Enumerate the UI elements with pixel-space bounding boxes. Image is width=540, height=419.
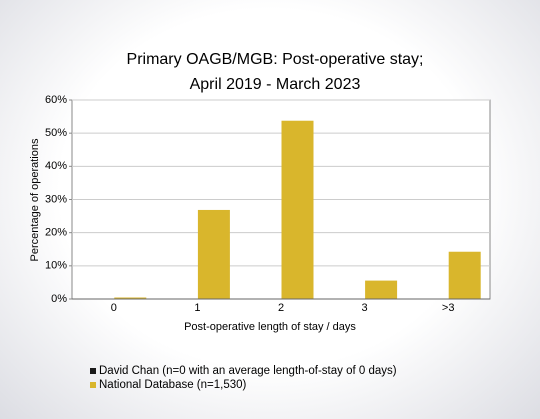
y-tick-label: 0% — [51, 293, 67, 305]
y-tick-label: 60% — [45, 94, 67, 106]
x-tick-label: 3 — [362, 302, 368, 314]
legend-swatch — [90, 368, 96, 374]
y-tick-label: 40% — [45, 160, 67, 172]
y-tick-label: 50% — [45, 127, 67, 139]
chart-subtitle: April 2019 - March 2023 — [190, 76, 361, 93]
legend-label: David Chan (n=0 with an average length-o… — [99, 365, 397, 377]
y-axis-label: Percentage of operations — [29, 138, 41, 261]
chart-title: Primary OAGB/MGB: Post-operative stay; — [127, 51, 424, 68]
legend-swatch — [90, 382, 96, 388]
y-tick-label: 10% — [45, 260, 67, 272]
x-tick-label: >3 — [442, 302, 455, 314]
y-tick-label: 30% — [45, 193, 67, 205]
bar — [281, 120, 314, 300]
x-axis-label: Post-operative length of stay / days — [184, 321, 356, 333]
bar — [365, 280, 398, 300]
x-tick-label: 2 — [278, 302, 284, 314]
y-tick-label: 20% — [45, 227, 67, 239]
x-tick-label: 1 — [194, 302, 200, 314]
bar — [448, 251, 481, 300]
x-tick-label: 0 — [111, 302, 117, 314]
bar — [197, 209, 230, 300]
legend-label: National Database (n=1,530) — [99, 379, 247, 391]
